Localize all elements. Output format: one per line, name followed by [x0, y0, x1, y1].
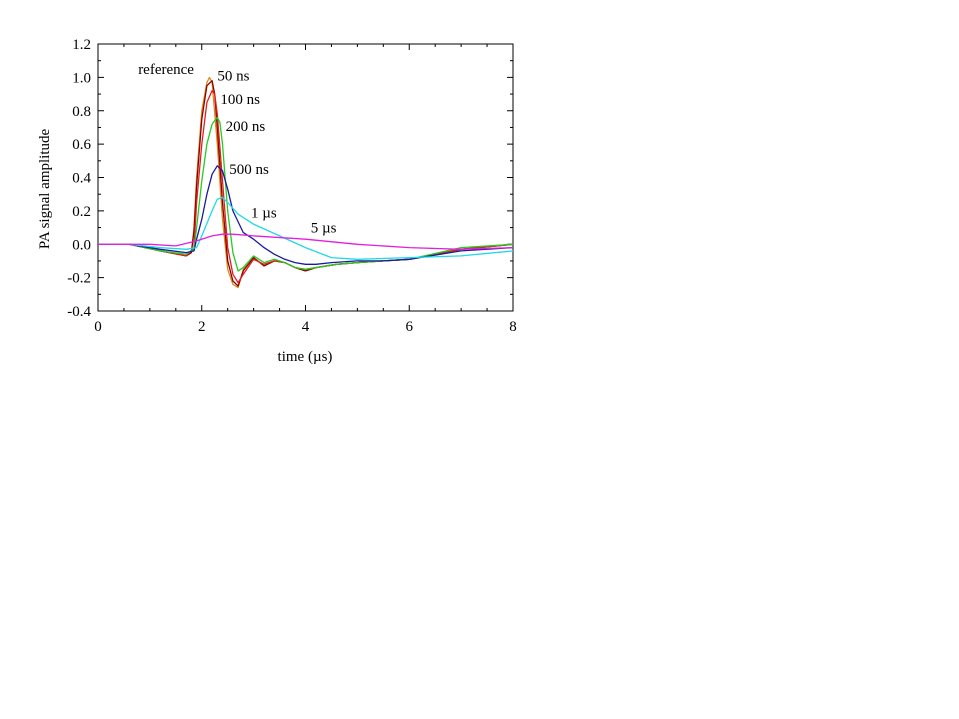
y-tick-label: 0.4	[72, 171, 91, 187]
series-line-5	[98, 196, 514, 260]
series-label: 500 ns	[229, 162, 269, 178]
x-tick-label: 6	[406, 319, 414, 335]
series-label: 5 µs	[311, 221, 337, 237]
y-tick-label: 0.2	[72, 204, 91, 220]
series-label: 100 ns	[220, 92, 260, 108]
series-label: reference	[138, 62, 194, 78]
series-line-6	[98, 233, 514, 250]
x-tick-label: 2	[198, 319, 206, 335]
y-tick-label: 1.0	[72, 70, 91, 86]
y-tick-label: 1.2	[72, 37, 91, 53]
x-tick-labels: 0 2 4 6 8	[94, 319, 517, 335]
y-axis-label: PA signal amplitude	[37, 129, 53, 250]
series-line-3	[98, 116, 514, 272]
series-label: 200 ns	[226, 119, 266, 135]
series-labels: reference 50 ns 100 ns 200 ns 500 ns 1 µs 5 µs	[138, 62, 336, 237]
x-tick-label: 8	[509, 319, 517, 335]
y-tick-label: 0.0	[72, 237, 91, 253]
series-line-2	[98, 90, 514, 284]
x-tick-label: 0	[94, 319, 102, 335]
series-label: 50 ns	[217, 69, 249, 85]
series-label: 1 µs	[251, 206, 277, 222]
y-tick-label: -0.4	[67, 304, 91, 320]
y-tick-label: 0.8	[72, 104, 91, 120]
y-tick-labels: -0.4 -0.2 0.0 0.2 0.4 0.6 0.8 1.0 1.2	[67, 37, 91, 320]
y-tick-label: 0.6	[72, 137, 91, 153]
x-axis-label: time (µs)	[278, 349, 333, 365]
series-lines	[98, 76, 514, 289]
series-line-4	[98, 165, 514, 265]
series-line-1	[98, 80, 514, 287]
y-tick-label: -0.2	[67, 271, 91, 287]
x-tick-label: 4	[302, 319, 310, 335]
